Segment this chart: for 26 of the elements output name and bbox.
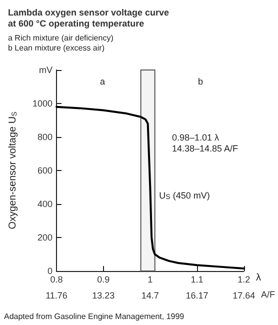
x-tick-label: 1.2 bbox=[238, 274, 250, 284]
x2-tick-label: 14.7 bbox=[141, 290, 159, 300]
x2-tick-label: 16.17 bbox=[186, 290, 208, 300]
annotation: b bbox=[198, 76, 204, 86]
x-axis-title: λ bbox=[256, 272, 261, 284]
y-tick-label: 600 bbox=[37, 166, 52, 176]
y-tick-label: mV bbox=[39, 65, 52, 75]
y-tick-label: 1000 bbox=[32, 98, 52, 108]
chart-subtitle: a Rich mixture (air deficiency) b Lean mixture (excess air) bbox=[8, 34, 114, 52]
y-tick-label: 0 bbox=[47, 266, 52, 276]
x-tick-label: 0.8 bbox=[50, 274, 63, 284]
line-series bbox=[56, 106, 245, 270]
y-tick-label: 200 bbox=[37, 232, 52, 242]
x2-axis-title: A/F bbox=[261, 290, 276, 300]
y-tick-label: 800 bbox=[37, 132, 52, 142]
chart-title: Lambda oxygen sensor voltage curve at 600 °C operating temperature bbox=[8, 8, 170, 28]
annotation: 0.98–1.01 λ 14.38–14.85 A/F bbox=[172, 132, 239, 154]
x-tick-label: 1.1 bbox=[190, 274, 204, 284]
x-tick-label: 0.9 bbox=[97, 274, 110, 284]
x2-tick-label: 13.23 bbox=[92, 290, 115, 300]
x2-tick-label: 17.64 bbox=[232, 290, 256, 300]
x-tick-label: 1 bbox=[148, 274, 153, 284]
x2-tick-label: 11.76 bbox=[46, 290, 68, 300]
text: Adapted from Gasoline Engine Management, 1999 bbox=[4, 312, 185, 321]
annotation: a bbox=[100, 76, 106, 86]
y-tick-label: 400 bbox=[37, 199, 52, 209]
